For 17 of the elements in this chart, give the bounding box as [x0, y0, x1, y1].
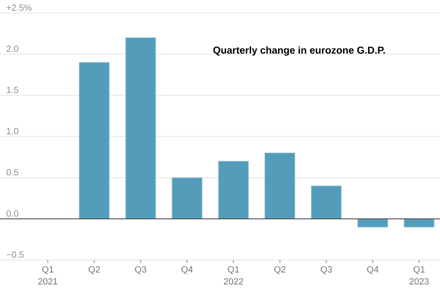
y-tick-label: 1.5: [6, 86, 18, 94]
y-tick-label: −0.5: [6, 251, 24, 258]
x-tick-label: Q4: [367, 266, 378, 274]
x-tick-label: Q1 2021: [38, 266, 58, 285]
y-tick-label: 0.5: [6, 169, 18, 176]
x-tick-label: Q2: [274, 266, 286, 274]
text: Quarterly change in eurozone G.D.P.: [213, 46, 385, 56]
x-tick-label: Q1 2023: [410, 266, 429, 285]
y-tick-label: 2.0: [6, 46, 18, 52]
x-tick-label: Q1 2022: [224, 266, 244, 285]
y-tick-label: 0.0: [6, 210, 18, 217]
x-tick-label: Q4: [181, 266, 193, 274]
y-tick-label: 1.0: [6, 128, 18, 134]
y-tick-label: +2.5%: [6, 4, 32, 11]
x-tick-label: Q3: [320, 266, 332, 274]
x-tick-label: Q3: [135, 266, 146, 274]
x-tick-label: Q2: [88, 266, 100, 274]
